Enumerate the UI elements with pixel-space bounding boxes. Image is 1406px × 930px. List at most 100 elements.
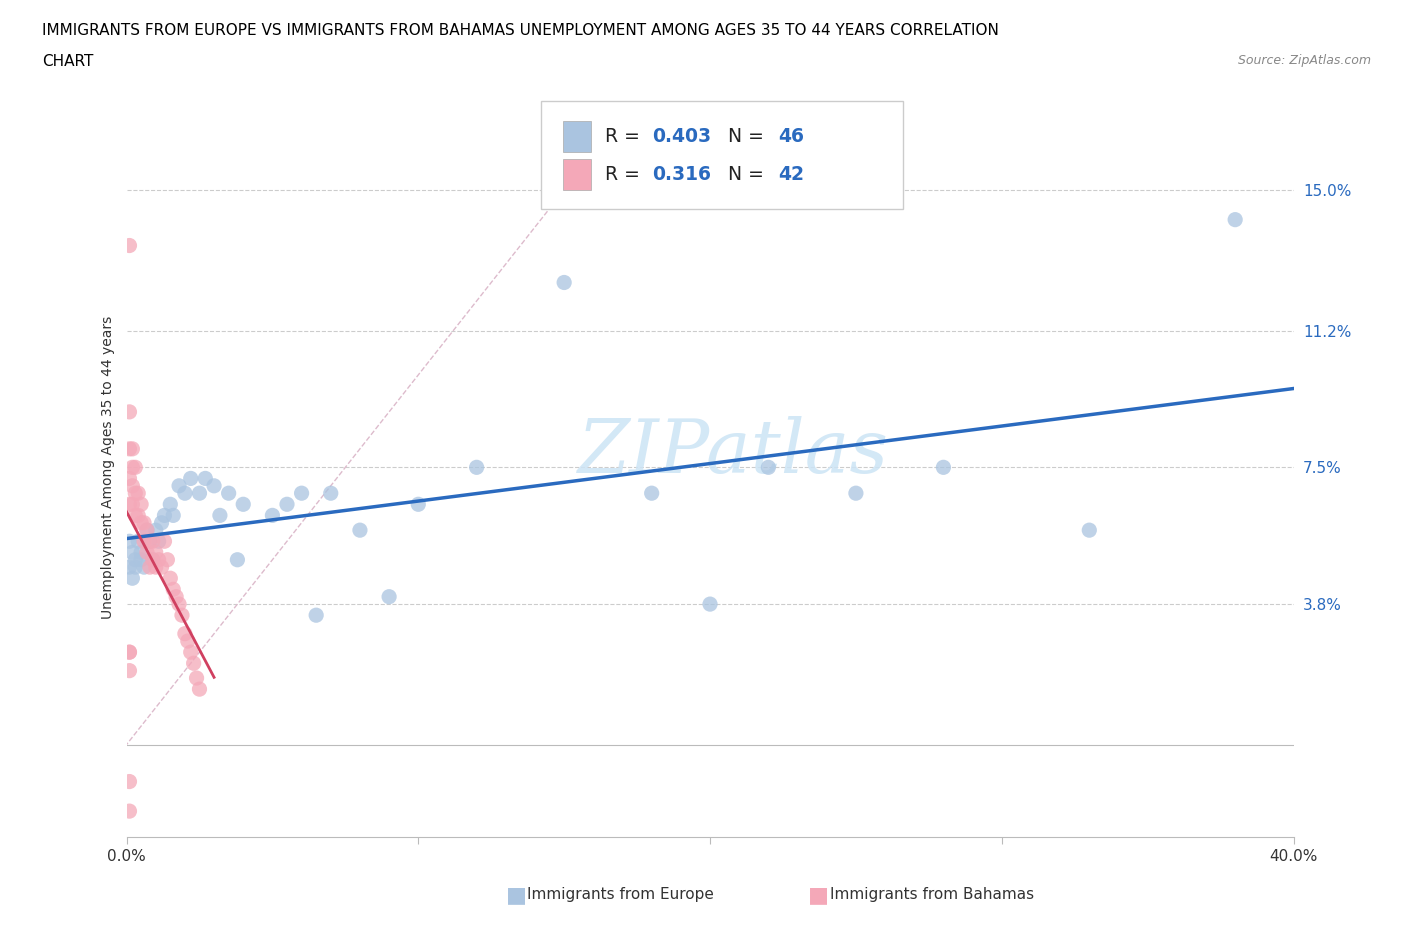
Text: CHART: CHART bbox=[42, 54, 94, 69]
Point bbox=[118, 534, 141, 549]
Point bbox=[142, 534, 165, 549]
Text: 42: 42 bbox=[778, 165, 804, 184]
Text: ZIPatlas: ZIPatlas bbox=[578, 417, 889, 489]
Point bbox=[170, 608, 193, 623]
Point bbox=[148, 552, 170, 567]
Point bbox=[156, 552, 179, 567]
Point bbox=[183, 656, 205, 671]
Point bbox=[121, 442, 143, 457]
Point bbox=[305, 608, 328, 623]
Point bbox=[127, 508, 149, 523]
Point bbox=[124, 508, 146, 523]
Point bbox=[194, 471, 217, 485]
Text: Source: ZipAtlas.com: Source: ZipAtlas.com bbox=[1237, 54, 1371, 67]
Point bbox=[124, 485, 146, 500]
Point bbox=[162, 582, 184, 597]
Point bbox=[188, 682, 211, 697]
Point bbox=[408, 497, 430, 512]
Point bbox=[150, 560, 173, 575]
Point bbox=[180, 471, 202, 485]
Point bbox=[121, 460, 143, 474]
Point bbox=[127, 485, 149, 500]
Y-axis label: Unemployment Among Ages 35 to 44 years: Unemployment Among Ages 35 to 44 years bbox=[101, 315, 115, 619]
Point bbox=[202, 478, 225, 493]
Point bbox=[124, 560, 146, 575]
Point bbox=[756, 460, 779, 474]
Point bbox=[121, 545, 143, 560]
Point bbox=[118, 471, 141, 485]
Point bbox=[118, 774, 141, 789]
Point bbox=[165, 590, 187, 604]
Text: N =: N = bbox=[716, 126, 769, 146]
Point bbox=[129, 515, 152, 530]
Point bbox=[145, 523, 167, 538]
Point bbox=[177, 633, 200, 648]
Point bbox=[145, 545, 167, 560]
Point bbox=[118, 238, 141, 253]
Point bbox=[465, 460, 488, 474]
Point bbox=[121, 571, 143, 586]
Point bbox=[174, 626, 197, 641]
Text: N =: N = bbox=[716, 165, 769, 184]
Point bbox=[159, 497, 181, 512]
Point bbox=[132, 534, 155, 549]
Point bbox=[218, 485, 240, 500]
Text: ■: ■ bbox=[506, 884, 527, 905]
Point bbox=[162, 508, 184, 523]
Point bbox=[118, 804, 141, 818]
Point bbox=[845, 485, 868, 500]
Point bbox=[139, 534, 162, 549]
Point bbox=[180, 644, 202, 659]
Point bbox=[132, 560, 155, 575]
Point bbox=[127, 534, 149, 549]
Point bbox=[118, 560, 141, 575]
Point bbox=[136, 523, 159, 538]
Point bbox=[153, 508, 176, 523]
Point bbox=[290, 485, 312, 500]
Point bbox=[1223, 212, 1246, 227]
Point bbox=[186, 671, 208, 685]
Point bbox=[142, 552, 165, 567]
Point bbox=[118, 644, 141, 659]
Text: 46: 46 bbox=[778, 126, 804, 146]
Point bbox=[124, 460, 146, 474]
Point bbox=[932, 460, 955, 474]
Point bbox=[699, 597, 721, 612]
FancyBboxPatch shape bbox=[541, 101, 903, 208]
Point bbox=[640, 485, 664, 500]
Point bbox=[129, 497, 152, 512]
Point bbox=[174, 485, 197, 500]
Point bbox=[118, 405, 141, 419]
Point bbox=[124, 552, 146, 567]
Point bbox=[136, 545, 159, 560]
Point bbox=[148, 534, 170, 549]
Point bbox=[167, 597, 190, 612]
Point bbox=[262, 508, 284, 523]
Point bbox=[378, 590, 401, 604]
Point bbox=[121, 478, 143, 493]
Point bbox=[139, 560, 162, 575]
Text: Immigrants from Bahamas: Immigrants from Bahamas bbox=[830, 887, 1033, 902]
Point bbox=[129, 545, 152, 560]
Point bbox=[1078, 523, 1101, 538]
Text: IMMIGRANTS FROM EUROPE VS IMMIGRANTS FROM BAHAMAS UNEMPLOYMENT AMONG AGES 35 TO : IMMIGRANTS FROM EUROPE VS IMMIGRANTS FRO… bbox=[42, 23, 1000, 38]
Point bbox=[118, 663, 141, 678]
Point bbox=[145, 560, 167, 575]
Point bbox=[129, 552, 152, 567]
Point bbox=[118, 497, 141, 512]
FancyBboxPatch shape bbox=[562, 121, 591, 152]
Point bbox=[153, 534, 176, 549]
Point bbox=[349, 523, 371, 538]
Point bbox=[208, 508, 231, 523]
Point bbox=[132, 515, 155, 530]
Point bbox=[167, 478, 190, 493]
Point bbox=[121, 497, 143, 512]
Point bbox=[553, 275, 575, 290]
Text: 0.403: 0.403 bbox=[652, 126, 711, 146]
FancyBboxPatch shape bbox=[562, 159, 591, 190]
Point bbox=[188, 485, 211, 500]
Point bbox=[276, 497, 298, 512]
Point bbox=[139, 534, 162, 549]
Point bbox=[226, 552, 249, 567]
Text: R =: R = bbox=[605, 126, 645, 146]
